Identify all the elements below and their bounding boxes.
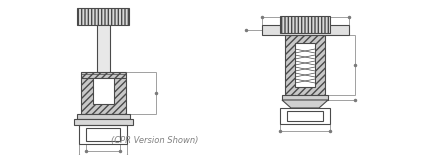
- Bar: [262, 25, 349, 35]
- Bar: [280, 16, 330, 33]
- Bar: [77, 114, 130, 119]
- Bar: [287, 111, 323, 121]
- Bar: [79, 125, 127, 144]
- Bar: [280, 108, 330, 124]
- Bar: [74, 119, 133, 125]
- Bar: [81, 72, 126, 114]
- Bar: [285, 35, 325, 95]
- Polygon shape: [282, 100, 328, 108]
- Bar: [93, 78, 114, 104]
- Bar: [77, 8, 129, 25]
- Bar: [86, 128, 120, 141]
- Bar: [282, 95, 328, 100]
- Bar: [97, 25, 110, 72]
- Bar: [295, 43, 315, 87]
- Text: (CPR Version Shown): (CPR Version Shown): [111, 137, 199, 146]
